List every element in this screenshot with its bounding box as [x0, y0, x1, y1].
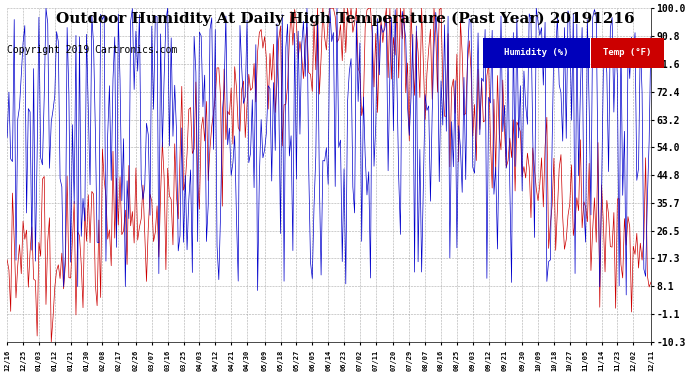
Text: Humidity (%): Humidity (%) — [504, 48, 569, 57]
Text: Temp (°F): Temp (°F) — [603, 48, 652, 57]
Text: Copyright 2019 Cartronics.com: Copyright 2019 Cartronics.com — [7, 45, 177, 55]
Text: Outdoor Humidity At Daily High Temperature (Past Year) 20191216: Outdoor Humidity At Daily High Temperatu… — [56, 11, 634, 26]
